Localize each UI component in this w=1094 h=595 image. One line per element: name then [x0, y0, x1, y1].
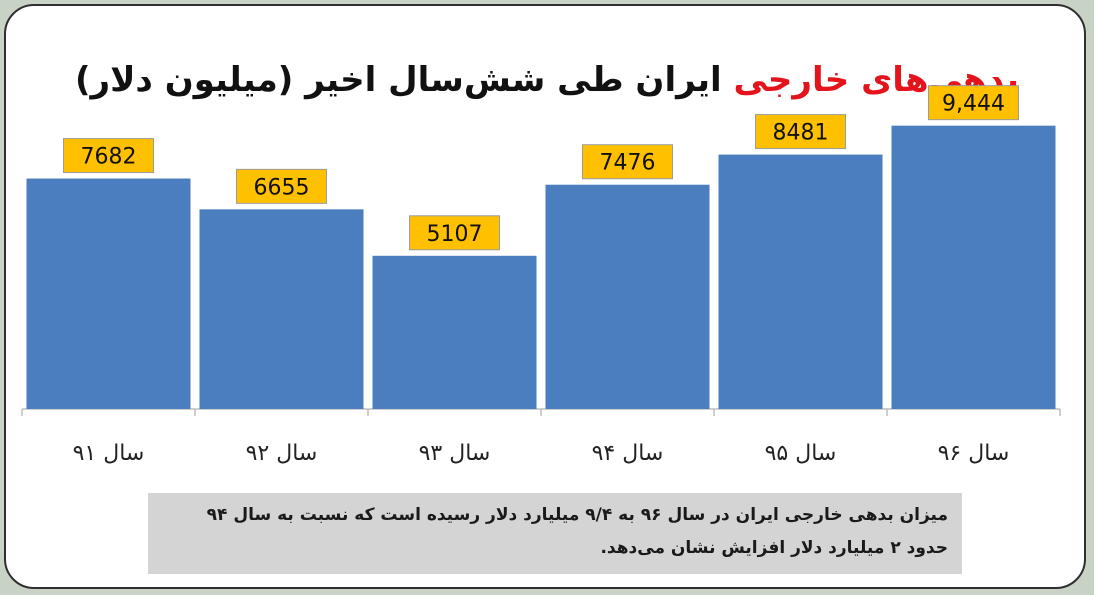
data-label: 7476	[600, 151, 656, 176]
data-label-box	[928, 85, 1019, 121]
category-label: سال ۹۲	[246, 441, 318, 466]
category-label: سال ۹۵	[765, 441, 837, 466]
bar	[372, 255, 537, 409]
category-label: سال ۹۶	[938, 441, 1010, 466]
bar	[26, 178, 191, 409]
data-label-box	[409, 215, 500, 251]
data-label: 5107	[427, 222, 483, 247]
category-label: سال ۹۱	[73, 441, 145, 466]
data-label-box	[755, 114, 846, 150]
title-rest: ایران طی شش‌سال اخیر (میلیون دلار)	[75, 60, 734, 100]
data-label: 8481	[773, 121, 829, 146]
data-label: 9,444	[942, 92, 1005, 117]
bar	[545, 184, 710, 409]
category-label: سال ۹۳	[419, 441, 491, 466]
data-label-box	[236, 168, 327, 204]
chart-title: بدهی‌های خارجی ایران طی شش‌سال اخیر (میل…	[6, 58, 1088, 102]
bar	[891, 125, 1056, 410]
caption-line-2: حدود ۲ میلیارد دلار افزایش نشان می‌دهد.	[600, 538, 948, 558]
caption-note: میزان بدهی خارجی ایران در سال ۹۶ به ۹/۴ …	[148, 493, 962, 574]
data-label-box	[582, 144, 673, 180]
bar	[199, 209, 364, 409]
caption-line-1: میزان بدهی خارجی ایران در سال ۹۶ به ۹/۴ …	[206, 505, 948, 525]
data-label: 7682	[81, 145, 137, 170]
category-label: سال ۹۴	[592, 441, 664, 466]
bar	[718, 154, 883, 409]
data-label: 6655	[254, 175, 310, 200]
data-label-box	[63, 138, 154, 174]
